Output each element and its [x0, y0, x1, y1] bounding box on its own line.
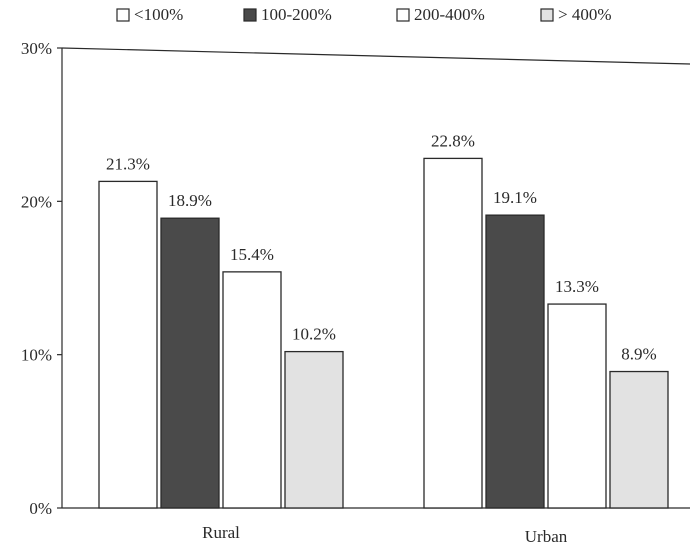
legend-label: > 400%: [558, 5, 612, 24]
bar-urban-1: [486, 215, 544, 508]
bar-urban-3: [610, 372, 668, 508]
legend-swatch: [244, 9, 256, 21]
legend-item: <100%: [117, 5, 183, 24]
legend-item: 100-200%: [244, 5, 332, 24]
data-label: 10.2%: [292, 325, 336, 344]
x-tick-label: Urban: [525, 527, 568, 546]
y-tick-label: 0%: [29, 499, 52, 518]
y-tick-label: 30%: [21, 39, 52, 58]
data-label: 15.4%: [230, 245, 274, 264]
data-label: 13.3%: [555, 277, 599, 296]
bar-rural-3: [285, 352, 343, 508]
data-label: 21.3%: [106, 154, 150, 173]
bar-urban-2: [548, 304, 606, 508]
plot-top-border: [62, 48, 690, 64]
bar-rural-0: [99, 181, 157, 508]
data-label: 22.8%: [431, 131, 475, 150]
legend-swatch: [117, 9, 129, 21]
legend-swatch: [397, 9, 409, 21]
legend-label: 200-400%: [414, 5, 485, 24]
y-tick-label: 20%: [21, 192, 52, 211]
x-tick-label: Rural: [202, 523, 240, 542]
legend-item: > 400%: [541, 5, 612, 24]
data-label: 19.1%: [493, 188, 537, 207]
legend-label: 100-200%: [261, 5, 332, 24]
legend-swatch: [541, 9, 553, 21]
data-label: 8.9%: [621, 345, 656, 364]
legend: <100% 100-200% 200-400% > 400%: [117, 5, 612, 24]
bars: [99, 158, 668, 508]
legend-label: <100%: [134, 5, 183, 24]
data-label: 18.9%: [168, 191, 212, 210]
bar-urban-0: [424, 158, 482, 508]
y-tick-label: 10%: [21, 346, 52, 365]
bar-rural-1: [161, 218, 219, 508]
legend-item: 200-400%: [397, 5, 485, 24]
bar-rural-2: [223, 272, 281, 508]
